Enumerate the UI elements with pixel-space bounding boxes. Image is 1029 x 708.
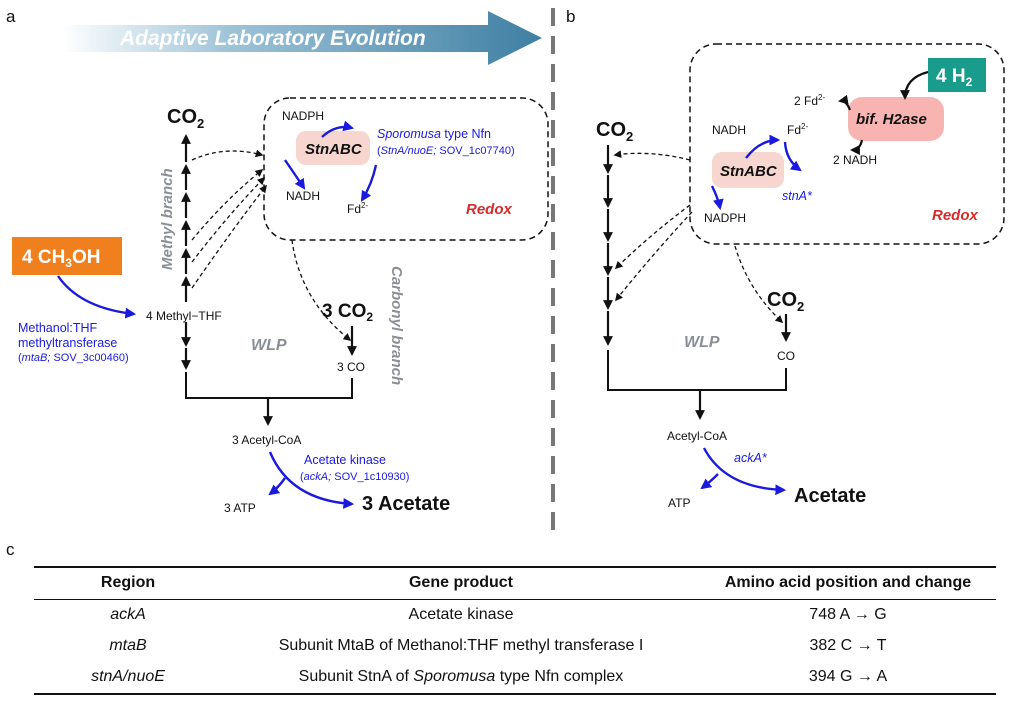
fd2-arrow: [838, 94, 852, 111]
nadph-a: NADPH: [282, 109, 324, 123]
row-region: mtaB: [109, 637, 147, 654]
nfn-label-a: Sporomusa type Nfn: [377, 127, 491, 141]
header-region: Region: [34, 566, 222, 600]
acka-gene-a: (ackA; SOV_1c10930): [300, 471, 409, 483]
row-change: 394 G → A: [700, 662, 996, 695]
acetate-arrow-a: [268, 451, 355, 509]
stnabc-a: StnABC: [305, 141, 363, 158]
ale-arrow: [62, 11, 542, 65]
h2-arrow: [900, 70, 929, 100]
mtab-gene: (mtaB; SOV_3c00460): [18, 352, 129, 364]
carbonyl-branch-label: Carbonyl branch: [388, 266, 405, 385]
methanol-box: [12, 237, 122, 275]
redox-label-a: Redox: [466, 201, 513, 218]
redox-label-b: Redox: [932, 207, 979, 224]
redox-box-a: [263, 97, 549, 241]
redox-links-b: [613, 150, 784, 324]
row-region: stnA/nuoE: [34, 662, 222, 695]
table-row: stnA/nuoE Subunit StnA of Sporomusa type…: [34, 662, 996, 695]
nadh-arrow-a: [284, 159, 306, 190]
redox-links-a: [191, 149, 352, 341]
nadph-b: NADPH: [704, 211, 746, 225]
atp-a: 3 ATP: [224, 501, 256, 515]
h2-box: [928, 58, 986, 92]
row-product: Subunit StnA of Sporomusa type Nfn compl…: [222, 662, 700, 695]
co2-top: CO2: [167, 106, 204, 131]
stnabc-b: StnABC: [720, 163, 778, 180]
fd-a: Fd2-: [347, 201, 368, 216]
merge-line-b: [607, 350, 787, 391]
acetyl-coa-b: Acetyl-CoA: [667, 429, 727, 443]
acetate-a: 3 Acetate: [362, 493, 450, 515]
nadph-arrow-a: [321, 120, 355, 138]
stnabc-bg-a: [296, 131, 370, 165]
fd-arrow-b: [783, 141, 802, 172]
fd2-b: 2 Fd2-: [794, 93, 825, 108]
atp-arrow-b: [700, 473, 719, 490]
header-aa-change: Amino acid position and change: [700, 566, 996, 600]
mutation-table: Region Gene product Amino acid position …: [34, 566, 996, 695]
methyl-thf: 4 Methyl−THF: [146, 309, 222, 323]
fd-b: Fd2-: [787, 122, 808, 137]
stnabc-bg-b: [712, 152, 784, 188]
co-3: 3 CO: [337, 360, 365, 374]
row-product: Subunit MtaB of Methanol:THF methyl tran…: [278, 637, 644, 654]
co-b: CO: [777, 349, 795, 363]
row-product: Acetate kinase: [408, 606, 514, 623]
nadh2-b: 2 NADH: [833, 153, 877, 167]
mtab-line1: Methanol:THF: [18, 321, 98, 335]
h2ase: bif. H2ase: [856, 111, 927, 128]
ale-title: Adaptive Laboratory Evolution: [119, 27, 426, 50]
acetate-arrow-b: [702, 447, 787, 496]
co2-right-b: CO2: [767, 289, 804, 314]
nadh2-arrow: [850, 139, 864, 155]
h2-label: 4 H2: [936, 66, 973, 89]
row-region: ackA: [110, 606, 146, 623]
panel-label-a: a: [6, 7, 16, 26]
wlp-label-b: WLP: [684, 334, 720, 351]
nadh-arrow-b: [745, 134, 781, 159]
wlp-label-a: WLP: [251, 337, 287, 354]
fd-arrow-a: [360, 164, 378, 202]
table-row: mtaB Subunit MtaB of Methanol:THF methyl…: [34, 631, 996, 662]
acetate-kinase-label: Acetate kinase: [304, 453, 386, 467]
atp-arrow-a: [268, 477, 286, 496]
table-row: ackA Acetate kinase 748 A → G: [34, 600, 996, 632]
stna-star: stnA*: [782, 189, 813, 203]
row-change: 382 C → T: [809, 637, 887, 654]
panel-label-b: b: [566, 7, 575, 26]
nfn-genes-a: (StnA/nuoE; SOV_1c07740): [377, 145, 515, 157]
h2ase-bg: [848, 97, 944, 141]
methanol-arrow: [57, 275, 137, 319]
acetyl-coa-a: 3 Acetyl-CoA: [232, 433, 301, 447]
acka-star: ackA*: [734, 451, 768, 465]
co2-left-b: CO2: [596, 119, 633, 144]
nadh-a: NADH: [286, 189, 320, 203]
atp-b: ATP: [668, 496, 690, 510]
methyl-branch-label: Methyl branch: [159, 168, 176, 270]
acetate-b: Acetate: [794, 485, 866, 507]
pathway-figure: a b Adaptive Laboratory Evolution CO2 Me…: [6, 7, 1005, 540]
nadh-b: NADH: [712, 123, 746, 137]
merge-line-a: [185, 372, 353, 399]
co2-3: 3 CO2: [322, 301, 373, 324]
row-change: 748 A → G: [809, 606, 887, 623]
panel-label-c: c: [6, 540, 15, 559]
methanol-label: 4 CH3OH: [22, 247, 100, 270]
header-gene-product: Gene product: [222, 566, 700, 600]
redox-box-b: [689, 43, 1005, 245]
mtab-line2: methyltransferase: [18, 336, 117, 350]
table-header-row: Region Gene product Amino acid position …: [34, 566, 996, 600]
nadph-arrow-b: [710, 185, 724, 211]
